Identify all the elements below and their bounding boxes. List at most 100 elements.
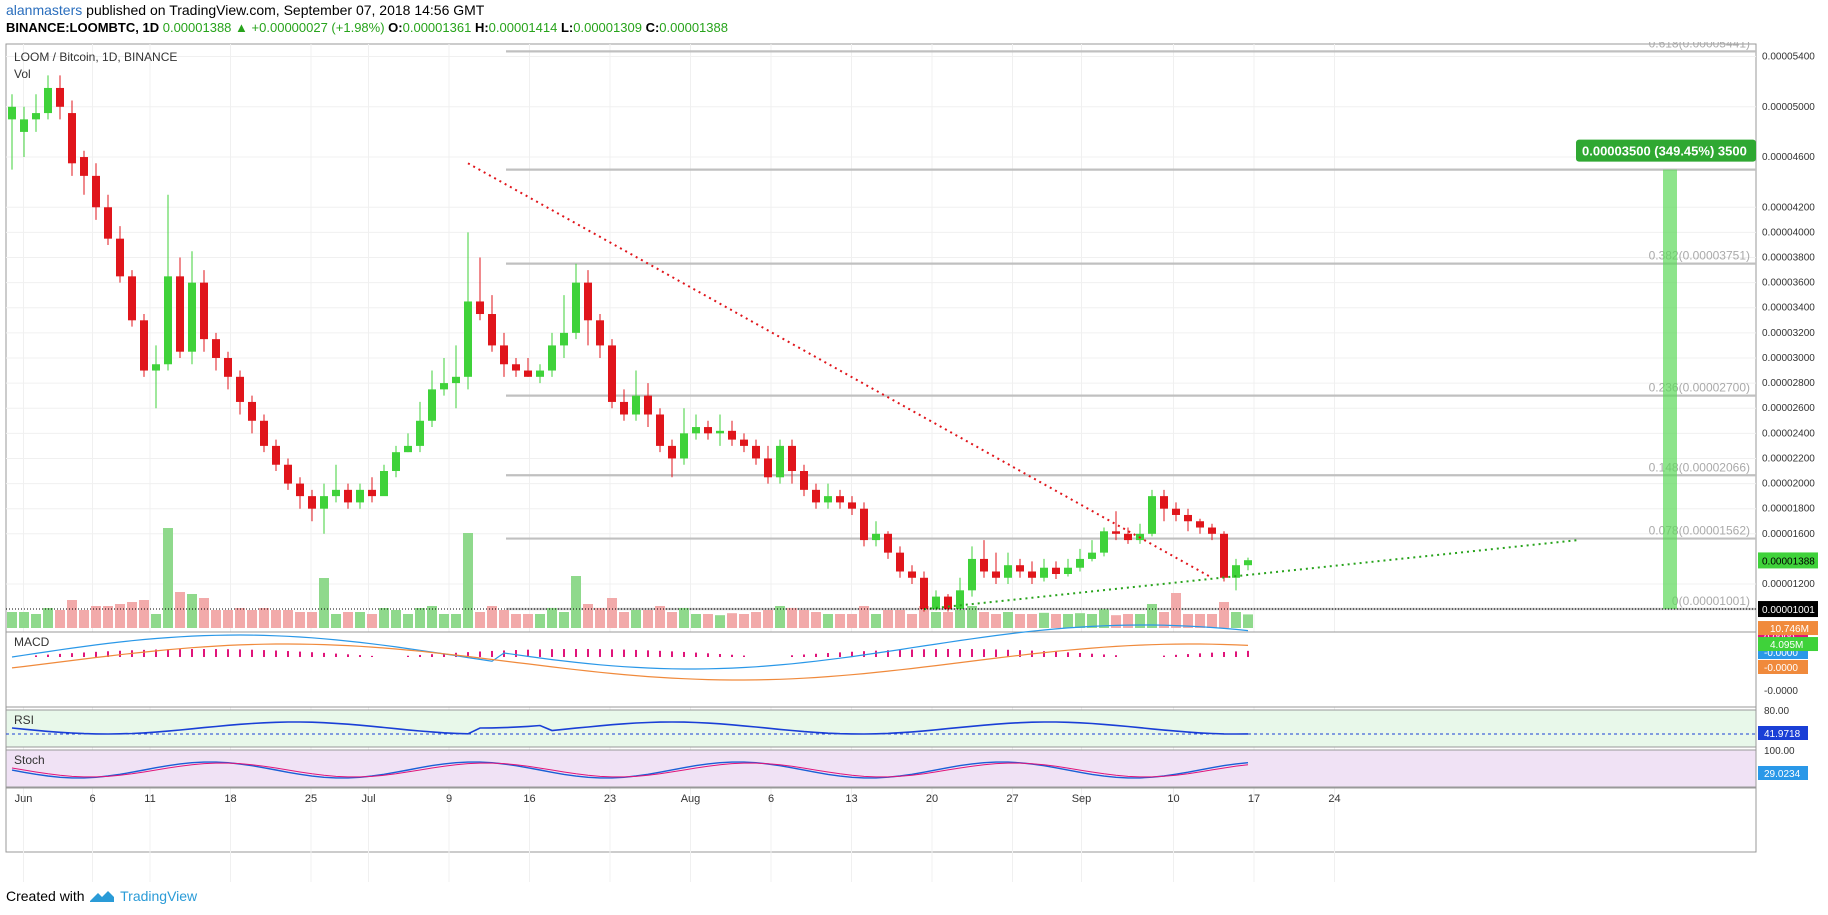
last-price: 0.00001388 <box>162 20 232 35</box>
candle-body <box>20 119 28 132</box>
volume-bar <box>151 614 161 628</box>
price-axis[interactable]: 0.00005400 0.00005000 0.00004600 0.00004200… <box>6 52 1818 652</box>
volume-bar <box>139 600 149 628</box>
volume-bar <box>115 604 125 628</box>
brand-link[interactable]: TradingView <box>120 888 198 904</box>
volume-bar <box>751 612 761 628</box>
volume-bar <box>895 610 905 628</box>
rsi-line <box>11 721 1249 735</box>
chart-canvas[interactable]: 0.618(0.00005441)0.382(0.00003751)0.236(… <box>0 42 1828 882</box>
stoch-tick-label: 100.00 <box>1764 746 1795 757</box>
volume-bar <box>1183 614 1193 628</box>
volume-badge <box>1758 637 1818 652</box>
candle-body <box>1076 558 1084 568</box>
volume-bar <box>1087 614 1097 628</box>
candle-body <box>272 445 280 465</box>
open-value: 0.00001361 <box>402 20 472 35</box>
volume-bar <box>1135 614 1145 628</box>
volume-bar <box>79 610 89 628</box>
candle-body <box>92 175 100 208</box>
candle-body <box>308 496 316 509</box>
last-price-badge <box>1758 552 1818 569</box>
time-tick-label: Jul <box>361 793 375 805</box>
candle-body <box>332 489 340 497</box>
projection[interactable]: 0.00003500 (349.45%) 3500 <box>1576 139 1756 610</box>
candle-body <box>176 276 184 352</box>
publish-info: alanmasters published on TradingView.com… <box>6 2 484 18</box>
author-link[interactable]: alanmasters <box>6 2 83 18</box>
candle-body <box>584 282 592 321</box>
time-tick-label: 13 <box>845 793 857 805</box>
volume-bar <box>571 576 581 628</box>
candle-body <box>356 489 364 503</box>
volume-bar <box>439 614 449 628</box>
price-tick-label: 0.00004000 <box>1762 227 1815 238</box>
volume-bars <box>7 528 1253 628</box>
stoch-value-label: 29.0234 <box>1764 769 1801 780</box>
volume-bar <box>7 612 17 628</box>
candle-body <box>824 496 832 503</box>
price-change: +0.00000027 (+1.98%) <box>251 20 385 35</box>
candle-body <box>632 395 640 415</box>
candle-body <box>920 577 928 610</box>
candle-body <box>1172 508 1180 515</box>
volume-bar <box>1111 615 1121 628</box>
candle-body <box>932 596 940 610</box>
candle-body <box>560 332 568 346</box>
open-label: O: <box>388 20 403 35</box>
volume-bar <box>727 613 737 628</box>
stoch-badge <box>1758 766 1808 780</box>
volume-bar <box>19 612 29 628</box>
trend-lines[interactable] <box>467 162 1579 611</box>
candle-body <box>68 113 76 164</box>
time-axis[interactable]: Jun 6 11 18 25 Jul 9 16 23 Aug 6 13 20 27 Sep 10 17 24 <box>6 787 1756 805</box>
volume-bar <box>691 614 701 628</box>
candle-body <box>536 370 544 377</box>
high-value: 0.00001414 <box>488 20 558 35</box>
fib-level-label: 0(0.00001001) <box>1672 594 1750 608</box>
volume-badge-label: 10.746M <box>1770 624 1809 635</box>
candle-body <box>464 301 472 377</box>
volume-bar <box>823 614 833 628</box>
volume-bar <box>679 608 689 628</box>
candle-body <box>956 590 964 610</box>
time-tick-label: 27 <box>1006 793 1018 805</box>
stoch-d-line <box>11 762 1249 778</box>
candle-body <box>1196 521 1204 528</box>
candle-body <box>188 282 196 352</box>
candle-body <box>104 207 112 239</box>
candle-body <box>908 571 916 578</box>
volume-bar <box>67 600 77 628</box>
candle-body <box>1064 567 1072 574</box>
level-label: 0.00001001 <box>1762 605 1815 616</box>
candle-body <box>884 533 892 553</box>
candle-body <box>212 339 220 358</box>
volume-badge-label: 4.095M <box>1770 640 1803 651</box>
volume-bar <box>919 606 929 628</box>
price-tick-label: 0.00004600 <box>1762 152 1815 163</box>
volume-bar <box>655 606 665 628</box>
candle-body <box>476 301 484 315</box>
volume-bar <box>175 592 185 628</box>
price-tick-label: 0.00003800 <box>1762 253 1815 264</box>
volume-bar <box>403 614 413 628</box>
pane-stoch <box>5 749 1757 788</box>
volume-bar <box>1207 614 1217 628</box>
time-tick-label: Jun <box>15 793 33 805</box>
candle-body <box>836 496 844 503</box>
pane-rsi <box>5 709 1757 748</box>
volume-bar <box>787 608 797 628</box>
candle-body <box>644 395 652 415</box>
price-tick-label: 0.00001200 <box>1762 579 1815 590</box>
volume-bar <box>967 606 977 628</box>
volume-bar <box>499 610 509 628</box>
candle-body <box>320 496 328 509</box>
macd-badge-label: -0.0000 <box>1764 663 1798 674</box>
volume-bar <box>535 614 545 628</box>
candle-body <box>776 445 784 478</box>
price-tick-label: 0.00005000 <box>1762 102 1815 113</box>
footer: Created with TradingView <box>6 888 197 904</box>
candle-body <box>224 357 232 377</box>
volume-bar <box>931 612 941 628</box>
low-label: L: <box>560 20 574 35</box>
